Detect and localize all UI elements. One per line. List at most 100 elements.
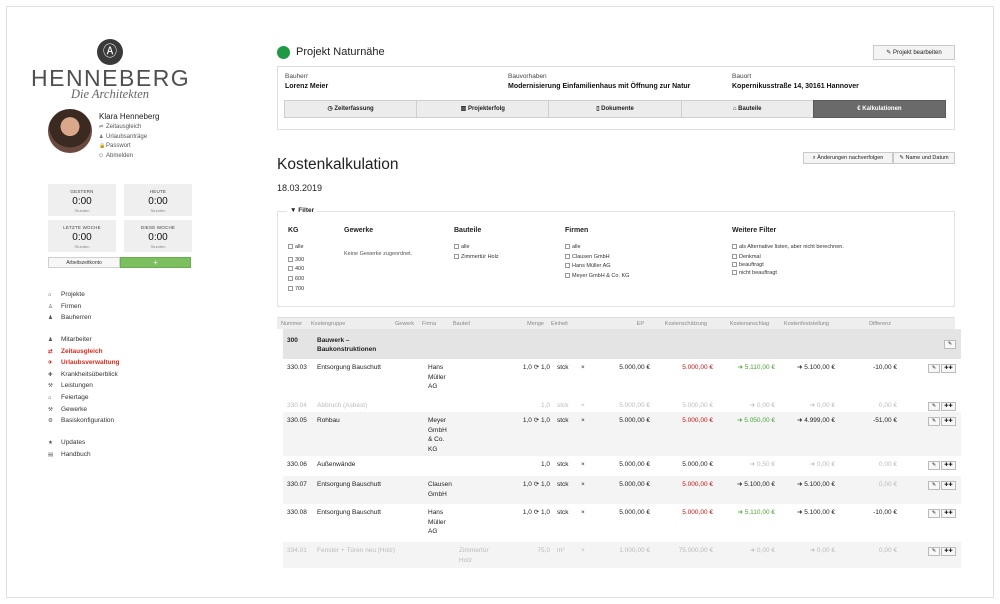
tab-kalkulationen[interactable]: € Kalkulationen xyxy=(812,100,947,118)
filter-option-nicht-beauftragt[interactable]: nicht beauftragt xyxy=(732,270,844,278)
filter-option-alle[interactable]: alle xyxy=(565,244,629,254)
checkbox[interactable] xyxy=(288,256,293,262)
tab-zeiterfassung[interactable]: ◷ Zeiterfassung xyxy=(284,100,417,118)
col-header-kostenanschlag: Kostenanschlag xyxy=(729,321,769,327)
row-differenz: 0,00 € xyxy=(878,461,897,468)
user-links: ⇄ Zeitausgleich ♟ Urlaubsanträge 🔒Passwort ⏻ A… xyxy=(99,123,147,161)
checkbox[interactable] xyxy=(565,273,570,279)
page-title: Kostenkalkulation xyxy=(277,156,399,173)
filter-option-600[interactable]: 600 xyxy=(288,276,304,286)
sidebar-item-leistungen[interactable]: ⚒ Leistungen xyxy=(48,382,120,394)
add-time-button[interactable]: + xyxy=(120,257,191,268)
filter-option-beauftragt[interactable]: beauftragt xyxy=(732,262,844,270)
checkbox[interactable] xyxy=(565,253,570,259)
filter-option-400[interactable]: 400 xyxy=(288,266,304,276)
avatar[interactable] xyxy=(48,109,92,153)
user-link-urlaubsanträge[interactable]: ♟ Urlaubsanträge xyxy=(99,133,147,143)
row-bauteil: Zimmertür xyxy=(459,547,489,554)
edit-row-button[interactable]: ✎ xyxy=(928,547,940,556)
filter-option-als-alternative-listen-aber-nicht-berechnen[interactable]: als Alternative listen, aber nicht berec… xyxy=(732,244,844,254)
filter-toggle[interactable]: ▼ Filter xyxy=(287,207,318,214)
filter-option-alle[interactable]: alle xyxy=(288,244,304,254)
track-changes-button[interactable]: ⌕ Änderungen nachverfolgen xyxy=(803,152,893,164)
duplicate-row-button[interactable]: ✚✚ xyxy=(941,402,956,411)
row-number: 330.05 xyxy=(287,417,307,424)
edit-row-button[interactable]: ✎ xyxy=(928,461,940,470)
checkbox[interactable] xyxy=(288,285,293,291)
sidebar-item-gewerke[interactable]: ⚒ Gewerke xyxy=(48,406,120,418)
filter-firmen-list: alle Clausen GmbH Hans Müller AG Meyer GmbH… xyxy=(565,244,629,283)
duplicate-row-button[interactable]: ✚✚ xyxy=(941,364,956,373)
filter-option-clausen-gmbh[interactable]: Clausen GmbH xyxy=(565,253,629,264)
checkbox[interactable] xyxy=(454,244,459,249)
brand-name: HENNEBERG xyxy=(31,65,191,91)
sidebar-item-feiertage[interactable]: ⌂ Feiertage xyxy=(48,394,120,406)
row-ep: 5.000,00 € xyxy=(619,461,650,468)
sidebar-item-zeitausgleich[interactable]: ⇄ Zeitausgleich xyxy=(48,348,120,360)
toggle-icon: ⇄ xyxy=(48,348,53,355)
sidebar-item-updates[interactable]: ★ Updates xyxy=(48,439,91,451)
row-number: 334.01 xyxy=(287,547,307,554)
col-header-ep: EP xyxy=(636,321,644,327)
edit-row-button[interactable]: ✎ xyxy=(928,509,940,518)
duplicate-row-button[interactable]: ✚✚ xyxy=(941,509,956,518)
sidebar-item-handbuch[interactable]: ▤ Handbuch xyxy=(48,451,91,463)
edit-project-button[interactable]: ✎ Projekt bearbeiten xyxy=(873,45,955,60)
col-header-kostengruppe: Kostengruppe xyxy=(311,321,346,327)
sidebar-item-urlaubsverwaltung[interactable]: ✈ Urlaubsverwaltung xyxy=(48,359,120,371)
sidebar-item-basiskonfiguration[interactable]: ⚙ Basiskonfiguration xyxy=(48,417,120,429)
checkbox[interactable] xyxy=(732,244,737,249)
sidebar-item-firmen[interactable]: ♙ Firmen xyxy=(48,303,91,315)
sidebar-item-bauherren[interactable]: ♟ Bauherren xyxy=(48,314,91,326)
row-kostengruppe: Abbruch (Asbest) xyxy=(317,402,368,409)
arbeitszeitkonto-button[interactable]: Arbeitszeitkonto xyxy=(48,257,120,268)
filter-option-300[interactable]: 300 xyxy=(288,256,304,267)
checkbox[interactable] xyxy=(732,270,737,275)
duplicate-row-button[interactable]: ✚✚ xyxy=(941,461,956,470)
checkbox[interactable] xyxy=(732,254,737,259)
user-link-zeitausgleich[interactable]: ⇄ Zeitausgleich xyxy=(99,123,147,133)
tab-projekterfolg[interactable]: ▥ Projekterfolg xyxy=(416,100,549,118)
checkbox[interactable] xyxy=(732,262,737,267)
filter-option-700[interactable]: 700 xyxy=(288,285,304,296)
edit-row-button[interactable]: ✎ xyxy=(928,417,940,426)
sidebar-item-mitarbeiter[interactable]: ♟ Mitarbeiter xyxy=(48,336,120,348)
stat-letzte-woche: LETZTE WOCHE 0:00 Stunden xyxy=(48,220,116,252)
checkbox[interactable] xyxy=(288,244,293,249)
name-date-button[interactable]: ✎ Name und Datum xyxy=(893,152,955,164)
checkbox[interactable] xyxy=(565,244,570,249)
filter-option-alle[interactable]: alle xyxy=(454,244,499,254)
checkbox[interactable] xyxy=(288,276,293,282)
checkbox[interactable] xyxy=(454,253,459,259)
tab-bauteile[interactable]: ⌂ Bauteile xyxy=(680,100,813,118)
filter-firmen-head: Firmen xyxy=(565,227,589,234)
user-link-passwort[interactable]: 🔒Passwort xyxy=(99,142,147,152)
bauherr-value: Lorenz Meier xyxy=(285,83,329,90)
checkbox[interactable] xyxy=(565,263,570,269)
col-header-bauteil: Bauteil xyxy=(453,321,470,327)
row-differenz: -51,00 € xyxy=(873,417,897,424)
sidebar-item-projekte[interactable]: ⌂ Projekte xyxy=(48,291,91,303)
duplicate-row-button[interactable]: ✚✚ xyxy=(941,547,956,556)
tab-dokumente[interactable]: ▯ Dokumente xyxy=(548,100,681,118)
filter-option-zimmertür-holz[interactable]: Zimmertür Holz xyxy=(454,253,499,264)
edit-row-button[interactable]: ✎ xyxy=(928,364,940,373)
edit-row-button[interactable]: ✎ xyxy=(928,481,940,490)
filter-option-meyer-gmbh-co-kg[interactable]: Meyer GmbH & Co. KG xyxy=(565,273,629,283)
row-firma: GmbH xyxy=(428,426,447,434)
user-link-abmelden[interactable]: ⏻ Abmelden xyxy=(99,152,147,162)
filter-gewerke-head: Gewerke xyxy=(344,227,374,234)
duplicate-row-button[interactable]: ✚✚ xyxy=(941,481,956,490)
duplicate-row-button[interactable]: ✚✚ xyxy=(941,417,956,426)
checkbox[interactable] xyxy=(288,266,293,272)
edit-group-button[interactable]: ✎ xyxy=(944,340,956,349)
row-differenz: 0,00 € xyxy=(878,547,897,554)
filter-option-hans-müller-ag[interactable]: Hans Müller AG xyxy=(565,263,629,273)
filter-option-denkmal[interactable]: Denkmal xyxy=(732,254,844,262)
edit-row-button[interactable]: ✎ xyxy=(928,402,940,411)
sidebar-item-krankheitsüberblick[interactable]: ✚ Krankheitsüberblick xyxy=(48,371,120,383)
row-kostenanschlag: ➜ 0,50 € xyxy=(749,461,775,468)
row-differenz: 0,00 € xyxy=(878,481,897,488)
row-remove-icon: × xyxy=(581,461,585,468)
row-kostenanschlag: ➜ 0,00 € xyxy=(749,402,775,409)
